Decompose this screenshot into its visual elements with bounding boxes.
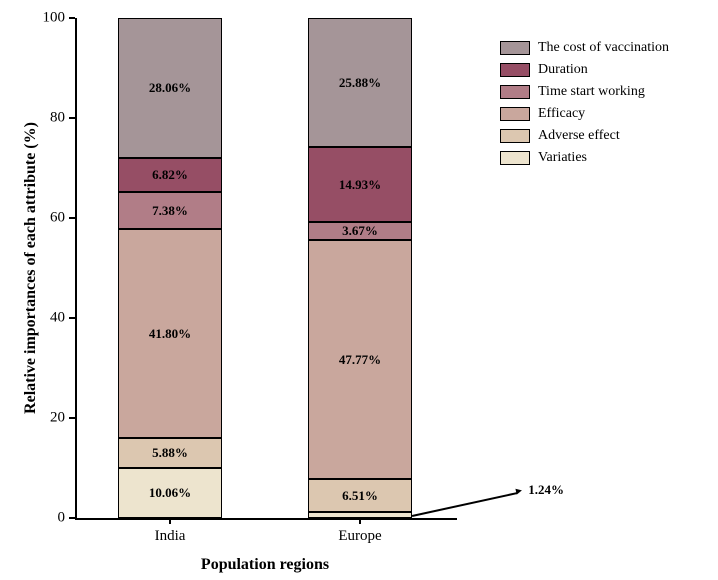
segment-cost: 25.88% bbox=[308, 18, 413, 147]
segment-duration: 6.82% bbox=[118, 158, 223, 192]
segment-value-label: 47.77% bbox=[339, 352, 381, 368]
legend-swatch bbox=[500, 129, 530, 143]
chart-container: Relative importances of each attribute (… bbox=[0, 0, 718, 580]
xtick-label: Europe bbox=[338, 528, 381, 545]
segment-value-label: 6.82% bbox=[152, 167, 188, 183]
legend-swatch bbox=[500, 107, 530, 121]
segment-value-label: 25.88% bbox=[339, 75, 381, 91]
segment-value-label: 10.06% bbox=[149, 485, 191, 501]
segment-timestart: 3.67% bbox=[308, 222, 413, 240]
segment-value-label: 6.51% bbox=[342, 488, 378, 504]
segment-value-label: 5.88% bbox=[152, 445, 188, 461]
y-axis-label: Relative importances of each attribute (… bbox=[22, 122, 40, 414]
segment-value-label: 28.06% bbox=[149, 80, 191, 96]
segment-timestart: 7.38% bbox=[118, 192, 223, 229]
segment-value-label: 7.38% bbox=[152, 203, 188, 219]
legend-label: Variaties bbox=[538, 150, 587, 166]
legend-label: Time start working bbox=[538, 84, 645, 100]
legend-item-cost: The cost of vaccination bbox=[500, 40, 669, 56]
legend-label: Adverse effect bbox=[538, 128, 620, 144]
ytick bbox=[69, 417, 75, 419]
ytick bbox=[69, 117, 75, 119]
ytick-label: 0 bbox=[35, 510, 65, 527]
bar-europe: 6.51% 47.77% 3.67% 14.93% 25.88% bbox=[308, 18, 413, 518]
ytick-label: 80 bbox=[35, 110, 65, 127]
xtick-label: India bbox=[155, 528, 186, 545]
ytick-label: 40 bbox=[35, 310, 65, 327]
segment-efficacy: 47.77% bbox=[308, 240, 413, 479]
segment-variaties: 10.06% bbox=[118, 468, 223, 518]
legend: The cost of vaccination Duration Time star… bbox=[500, 40, 669, 172]
bar-india: 10.06% 5.88% 41.80% 7.38% 6.82% 28.06% bbox=[118, 18, 223, 518]
segment-value-label: 41.80% bbox=[149, 326, 191, 342]
callout-arrow-icon bbox=[516, 487, 523, 494]
legend-swatch bbox=[500, 63, 530, 77]
x-axis-label: Population regions bbox=[201, 556, 329, 574]
legend-swatch bbox=[500, 85, 530, 99]
legend-label: The cost of vaccination bbox=[538, 40, 669, 56]
ytick-label: 100 bbox=[35, 10, 65, 27]
legend-item-adverse: Adverse effect bbox=[500, 128, 669, 144]
legend-label: Duration bbox=[538, 62, 588, 78]
segment-adverse: 6.51% bbox=[308, 479, 413, 512]
ytick bbox=[69, 517, 75, 519]
ytick bbox=[69, 17, 75, 19]
xtick bbox=[169, 518, 171, 524]
ytick bbox=[69, 317, 75, 319]
legend-swatch bbox=[500, 151, 530, 165]
segment-cost: 28.06% bbox=[118, 18, 223, 158]
xtick bbox=[359, 518, 361, 524]
legend-item-efficacy: Efficacy bbox=[500, 106, 669, 122]
legend-swatch bbox=[500, 41, 530, 55]
segment-efficacy: 41.80% bbox=[118, 229, 223, 438]
legend-label: Efficacy bbox=[538, 106, 585, 122]
callout-label: 1.24% bbox=[528, 482, 564, 498]
segment-value-label: 3.67% bbox=[342, 223, 378, 239]
segment-adverse: 5.88% bbox=[118, 438, 223, 467]
legend-item-duration: Duration bbox=[500, 62, 669, 78]
ytick-label: 60 bbox=[35, 210, 65, 227]
segment-variaties bbox=[308, 512, 413, 518]
legend-item-timestart: Time start working bbox=[500, 84, 669, 100]
ytick-label: 20 bbox=[35, 410, 65, 427]
legend-item-variaties: Variaties bbox=[500, 150, 669, 166]
ytick bbox=[69, 217, 75, 219]
segment-duration: 14.93% bbox=[308, 147, 413, 222]
segment-value-label: 14.93% bbox=[339, 177, 381, 193]
